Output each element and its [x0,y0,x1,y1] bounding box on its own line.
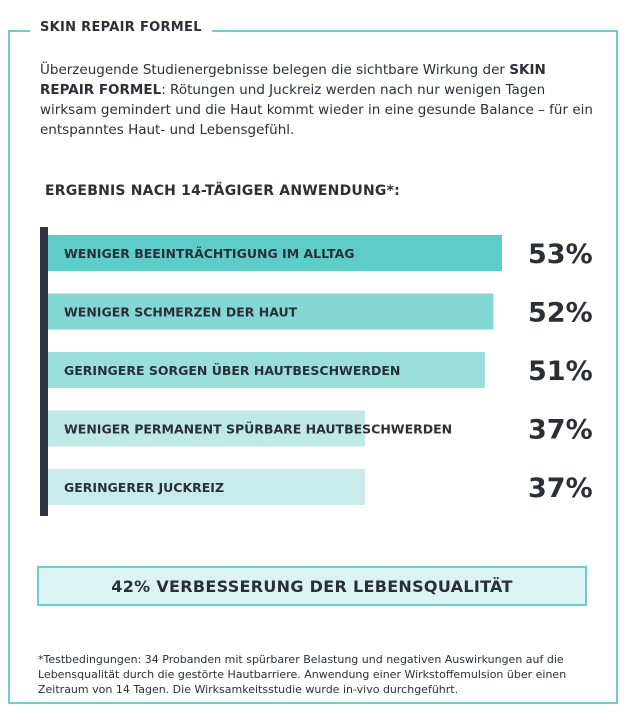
section-title: SKIN REPAIR FORMEL [30,20,212,35]
intro-text-start: Überzeugende Studienergebnisse belegen d… [40,62,510,78]
results-heading: ERGEBNIS NACH 14-TÄGIGER ANWENDUNG*: [45,183,400,199]
bar-value-label: 37% [528,473,593,504]
bar-label: WENIGER BEEINTRÄCHTIGUNG IM ALLTAG [64,246,355,261]
footnote: *Testbedingungen: 34 Probanden mit spürb… [38,653,567,696]
intro-text: Überzeugende Studienergebnisse belegen d… [40,60,600,140]
bar-label: WENIGER PERMANENT SPÜRBARE HAUTBESCHWERD… [64,422,452,437]
bar-value-label: 53% [528,239,593,270]
chart-bar [48,410,365,447]
summary-banner: 42% VERBESSERUNG DER LEBENSQUALITÄT [37,566,587,606]
bar-value-label: 37% [528,415,593,446]
chart-bar [48,352,485,388]
bar-label: GERINGERER JUCKREIZ [64,480,224,495]
frame-border [8,30,618,704]
bar-label: GERINGERE SORGEN ÜBER HAUTBESCHWERDEN [64,363,400,378]
chart-bar [48,469,365,505]
intro-brand-name: SKIN REPAIR FORMEL [40,62,546,98]
bar-value-label: 52% [528,298,593,329]
bar-value-label: 51% [528,356,593,387]
chart-bar [48,293,494,330]
chart-axis-bar [40,227,48,516]
bar-label: WENIGER SCHMERZEN DER HAUT [64,305,298,320]
chart-bar [48,235,502,271]
intro-text-end: : Rötungen und Juckreiz werden nach nur … [40,82,593,138]
